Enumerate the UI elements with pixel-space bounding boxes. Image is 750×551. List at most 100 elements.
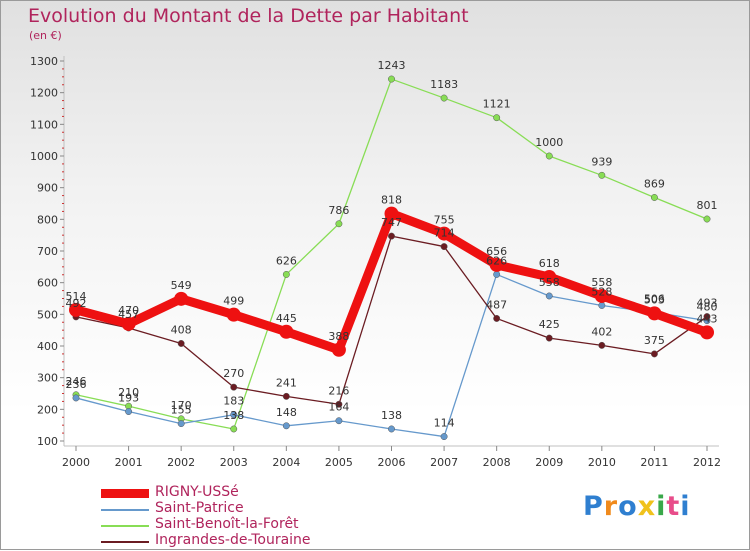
data-point	[650, 350, 658, 358]
x-tick-label: 2011	[640, 456, 668, 469]
data-label: 375	[644, 334, 665, 347]
data-label: 114	[434, 417, 455, 430]
data-label: 499	[223, 295, 244, 308]
logo-letter: x	[637, 491, 657, 522]
data-label: 236	[66, 378, 87, 391]
data-point	[125, 408, 133, 415]
x-tick-label: 2006	[378, 456, 406, 469]
data-label: 480	[697, 301, 718, 314]
legend-label-saint-benoit: Saint-Benoît-la-Forêt	[155, 516, 299, 532]
data-label: 786	[328, 204, 349, 217]
data-point	[282, 270, 290, 278]
data-label: 626	[486, 254, 507, 267]
data-label: 626	[276, 254, 297, 267]
data-point	[598, 302, 606, 309]
data-label: 801	[697, 199, 718, 212]
data-label: 528	[591, 285, 612, 298]
data-label: 210	[118, 386, 139, 399]
y-tick-label: 800	[37, 213, 58, 226]
data-label: 457	[118, 308, 139, 321]
series-line-2	[75, 78, 708, 430]
series-lines	[69, 75, 714, 441]
y-tick-label: 300	[37, 372, 58, 385]
data-label: 241	[276, 376, 297, 389]
y-tick-label: 1300	[30, 55, 58, 68]
data-point	[230, 383, 238, 391]
data-label: 618	[539, 257, 560, 270]
data-label: 493	[697, 297, 718, 310]
data-label: 1183	[430, 78, 458, 91]
data-label: 656	[486, 245, 507, 258]
data-label: 445	[276, 312, 297, 325]
data-label: 470	[118, 304, 139, 317]
x-tick-label: 2010	[588, 456, 616, 469]
data-label: 492	[66, 297, 87, 310]
data-label: 408	[171, 323, 192, 336]
data-label: 443	[697, 312, 718, 325]
data-label: 148	[276, 406, 297, 419]
logo-letter: P	[583, 491, 604, 522]
axes: 100 200 300 400 500 600 700 800 900 1000 1100 1200 1…	[30, 55, 721, 469]
data-label: 164	[328, 401, 349, 414]
data-labels: 246 210 170 138 626 786 1243 1183 1121 1000 939 869…	[66, 59, 718, 430]
data-label: 183	[223, 395, 244, 408]
y-tick-label: 400	[37, 340, 58, 353]
data-point	[703, 215, 711, 223]
data-point	[331, 342, 346, 357]
data-point	[440, 94, 448, 102]
data-point	[493, 270, 501, 278]
data-label: 138	[381, 409, 402, 422]
data-label: 138	[223, 409, 244, 422]
y-tick-label: 1200	[30, 87, 58, 100]
x-tick-label: 2008	[483, 456, 511, 469]
data-point	[650, 194, 658, 201]
x-tick-label: 2002	[167, 456, 195, 469]
data-label: 818	[381, 194, 402, 207]
data-label: 1000	[535, 136, 563, 149]
data-point	[177, 340, 185, 347]
data-point	[440, 243, 448, 251]
x-tick-label: 2004	[272, 456, 300, 469]
data-point	[177, 420, 185, 428]
data-point	[226, 307, 241, 322]
data-point	[335, 220, 343, 228]
data-label: 506	[644, 292, 665, 305]
proxiti-logo: Proxiti	[583, 491, 691, 522]
legend-label-rigny: RIGNY-USSé	[155, 484, 239, 500]
data-label: 869	[644, 177, 665, 190]
x-tick-label: 2012	[693, 456, 721, 469]
legend-label-saint-patrice: Saint-Patrice	[155, 500, 244, 516]
y-tick-label: 600	[37, 277, 58, 290]
data-point	[598, 341, 606, 349]
logo-letter: i	[680, 491, 691, 522]
data-point	[230, 425, 238, 433]
data-label: 1121	[483, 98, 511, 111]
y-tick-label: 100	[37, 435, 58, 448]
data-label: 487	[486, 298, 507, 311]
logo-letter: i	[656, 491, 667, 522]
legend-swatch-rigny	[101, 489, 149, 498]
data-point	[700, 325, 714, 340]
x-tick-label: 2009	[535, 456, 563, 469]
data-point	[335, 417, 343, 425]
y-tick-label: 200	[37, 403, 58, 416]
series-line-3	[75, 235, 708, 405]
legend-swatch-saint-patrice	[101, 509, 149, 511]
x-tick-label: 2005	[325, 456, 353, 469]
x-tick-label: 2000	[62, 456, 90, 469]
data-point	[545, 334, 553, 342]
y-tick-label: 1000	[30, 150, 58, 163]
legend-swatch-saint-benoit	[101, 525, 149, 527]
data-point	[598, 171, 606, 179]
data-label: 755	[434, 214, 455, 227]
data-point	[388, 425, 395, 433]
data-point	[545, 292, 553, 300]
data-label: 216	[328, 384, 349, 397]
data-point	[388, 232, 395, 240]
data-label: 402	[591, 325, 612, 338]
data-label: 714	[434, 227, 455, 240]
x-tick-label: 2001	[115, 456, 143, 469]
data-point	[121, 316, 136, 331]
